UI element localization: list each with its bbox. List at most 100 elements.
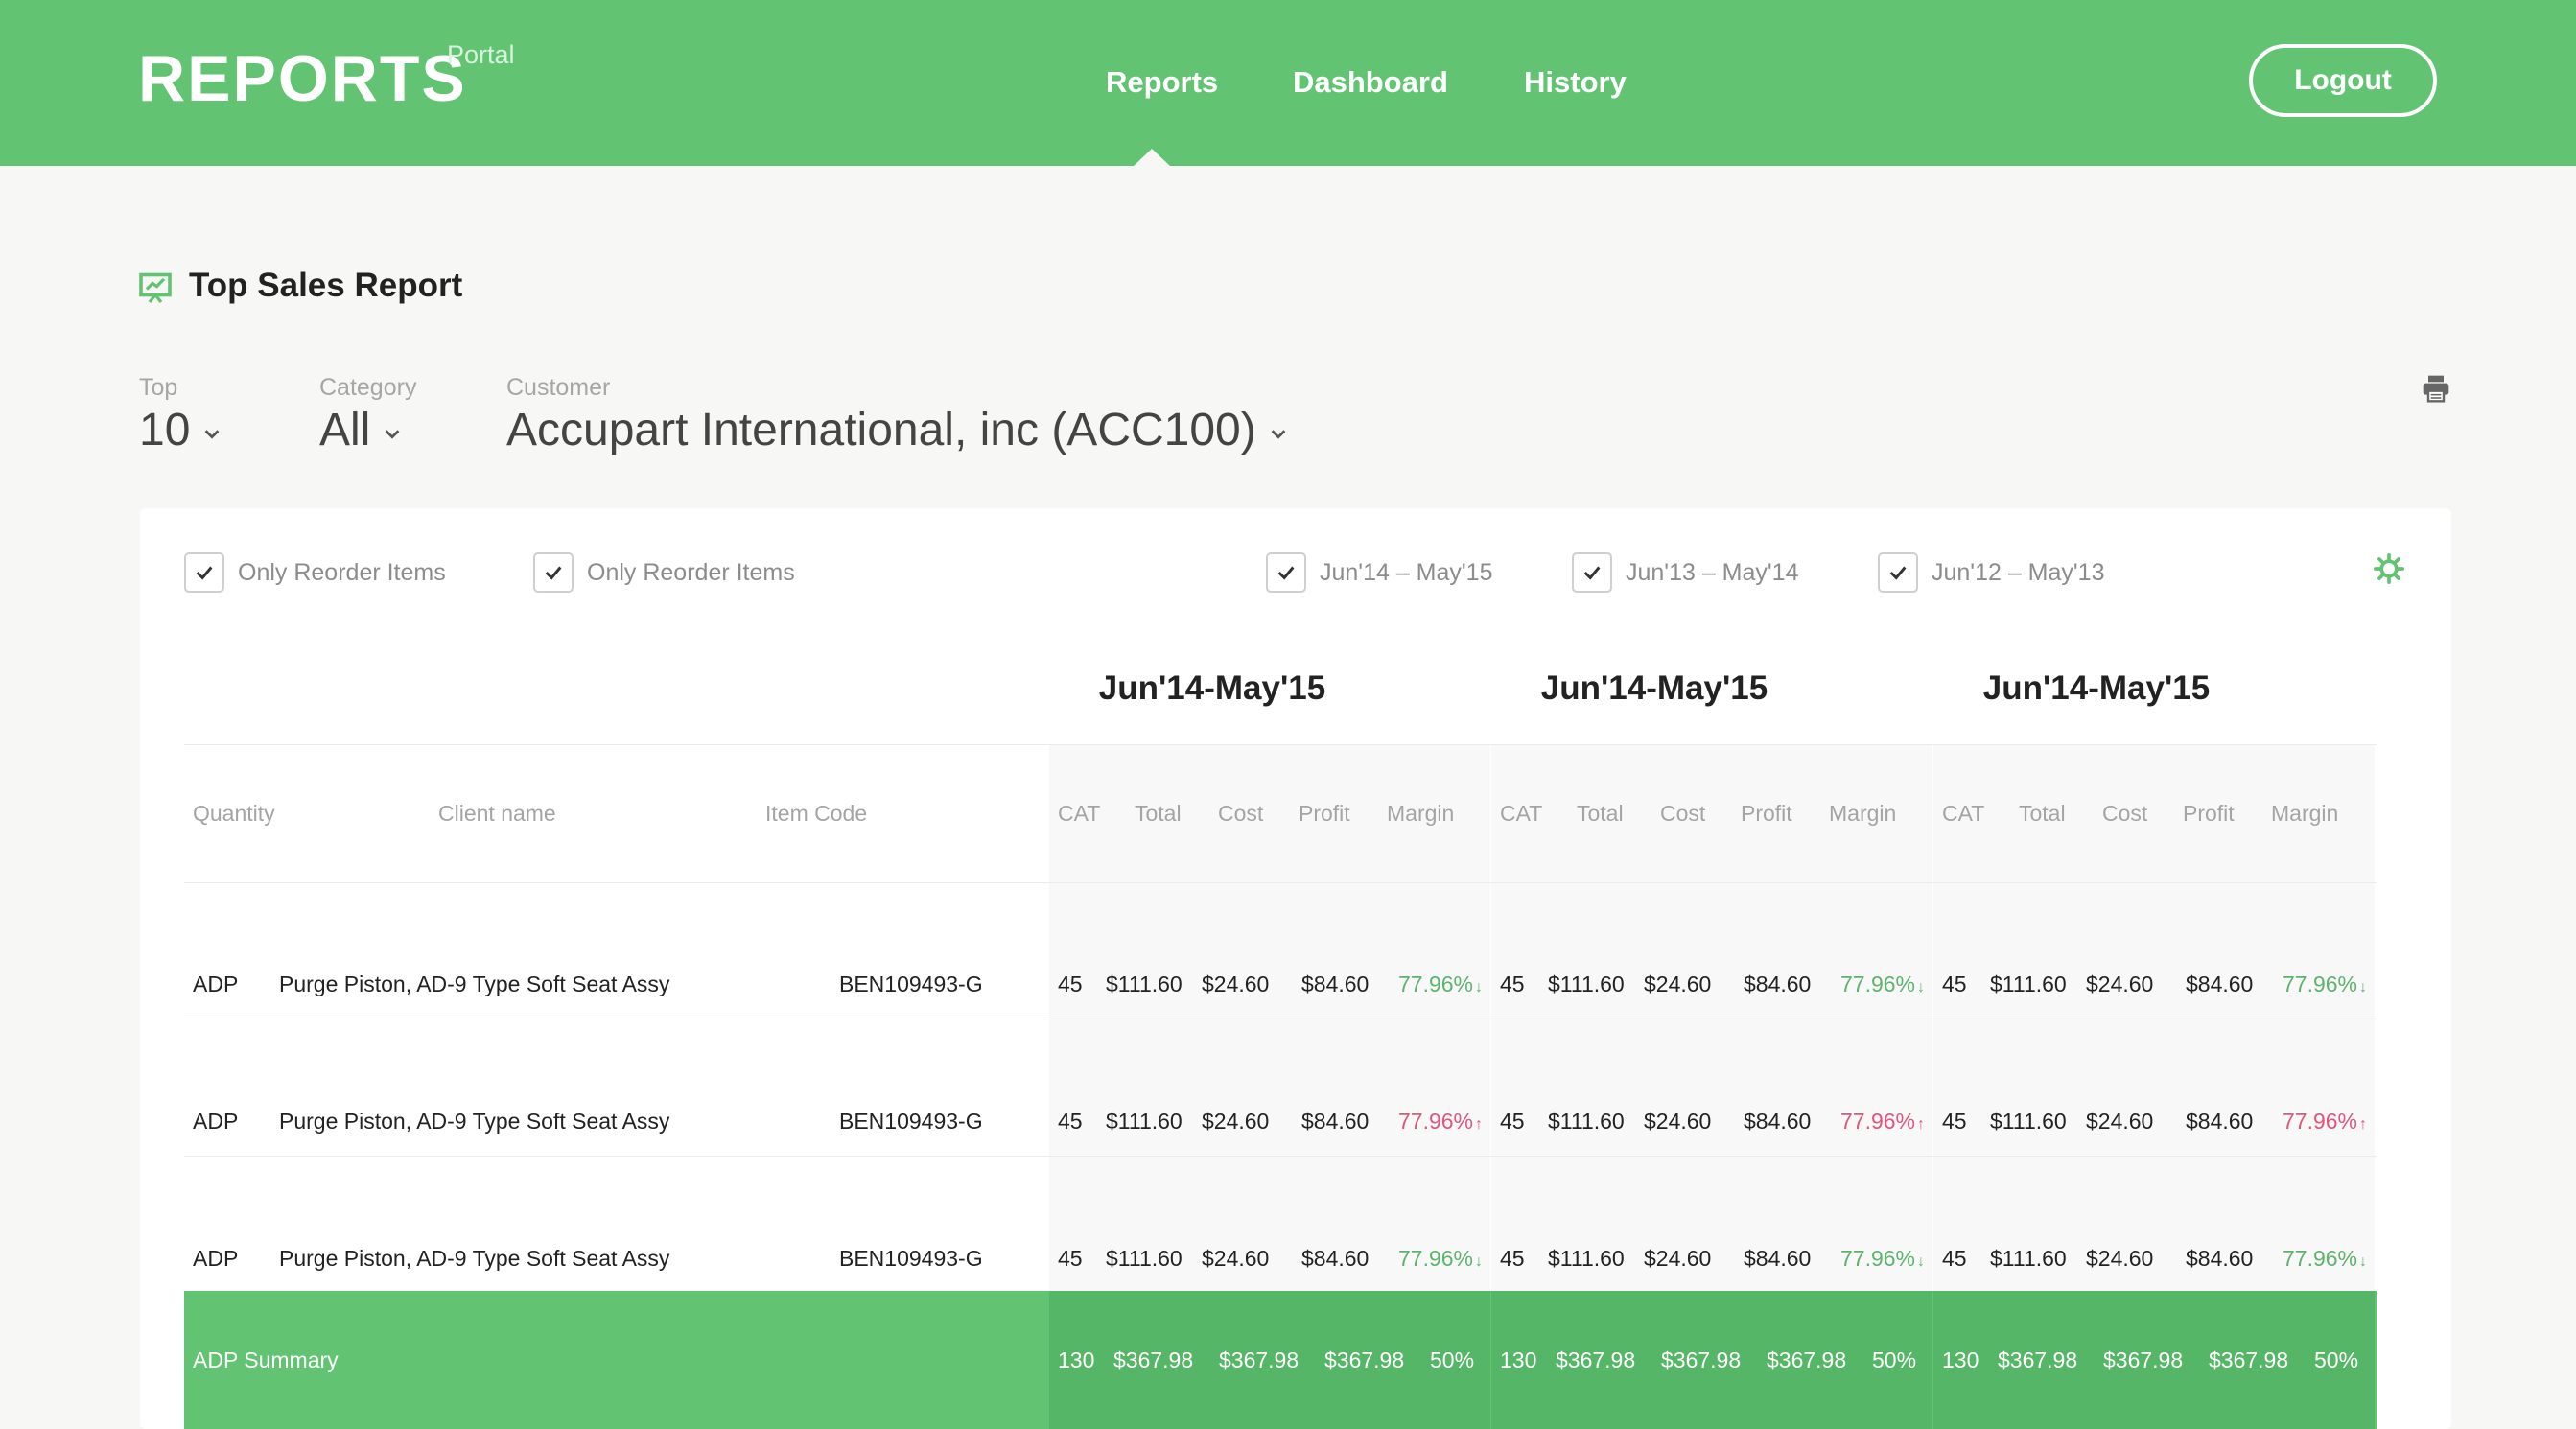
summary-margin: 50% bbox=[2314, 1347, 2359, 1372]
gear-icon[interactable] bbox=[2373, 552, 2405, 585]
cell-quantity: ADP bbox=[193, 1246, 239, 1271]
cell-client-name: Purge Piston, AD-9 Type Soft Seat Assy bbox=[279, 1109, 670, 1134]
print-icon[interactable] bbox=[2420, 373, 2452, 404]
cell-profit: $84.60 bbox=[1744, 972, 1812, 996]
cell-cost: $24.60 bbox=[1202, 972, 1270, 996]
cell-total: $111.60 bbox=[1106, 1109, 1183, 1134]
col-header-profit[interactable]: Profit bbox=[1741, 801, 1792, 826]
arrow-down-icon: ↓ bbox=[1475, 979, 1484, 996]
checkbox-box[interactable] bbox=[1266, 552, 1306, 593]
cell-profit: $84.60 bbox=[2186, 1109, 2254, 1134]
col-header-cost[interactable]: Cost bbox=[1660, 801, 1706, 826]
cell-profit: $84.60 bbox=[1301, 1246, 1370, 1271]
cell-total: $111.60 bbox=[1990, 972, 2067, 996]
cell-total: $111.60 bbox=[1548, 1109, 1625, 1134]
group-title: Jun'14-May'15 bbox=[1540, 669, 1768, 707]
cell-profit: $84.60 bbox=[2186, 1246, 2254, 1271]
col-header-margin[interactable]: Margin bbox=[2271, 801, 2339, 826]
category-filter[interactable]: Category All bbox=[319, 374, 416, 457]
nav-reports[interactable]: Reports bbox=[1106, 65, 1219, 99]
cell-cost: $24.60 bbox=[1644, 1246, 1712, 1271]
col-header-client[interactable]: Client name bbox=[438, 801, 556, 826]
brand-title: REPORTS bbox=[138, 42, 467, 115]
cell-cat: 45 bbox=[1500, 1109, 1525, 1134]
summary-total: $367.98 bbox=[1998, 1347, 2078, 1372]
cell-quantity: ADP bbox=[193, 972, 239, 996]
nav-dashboard[interactable]: Dashboard bbox=[1293, 65, 1448, 99]
col-header-cat[interactable]: CAT bbox=[1942, 801, 1985, 826]
group-title: Jun'14-May'15 bbox=[1098, 669, 1326, 707]
col-header-profit[interactable]: Profit bbox=[2183, 801, 2235, 826]
col-header-total[interactable]: Total bbox=[1135, 801, 1182, 826]
summary-label: ADP Summary bbox=[193, 1347, 339, 1372]
cell-profit: $84.60 bbox=[1744, 1246, 1812, 1271]
chevron-down-icon bbox=[1271, 429, 1286, 439]
period-checkbox-2[interactable]: Jun'13 – May'14 bbox=[1572, 552, 1799, 593]
col-header-item-code[interactable]: Item Code bbox=[765, 801, 868, 826]
checkbox-box[interactable] bbox=[1878, 552, 1918, 593]
period-checkbox-1[interactable]: Jun'14 – May'15 bbox=[1266, 552, 1493, 593]
cell-total: $111.60 bbox=[1990, 1109, 2067, 1134]
report-card: Only Reorder Items Only Reorder Items Ju… bbox=[140, 508, 2451, 1429]
cell-total: $111.60 bbox=[1106, 1246, 1183, 1271]
logout-button[interactable]: Logout bbox=[2249, 44, 2437, 117]
cell-total: $111.60 bbox=[1990, 1246, 2067, 1271]
cell-cat: 45 bbox=[1500, 1246, 1525, 1271]
col-header-cat[interactable]: CAT bbox=[1058, 801, 1101, 826]
reorder-checkbox-2[interactable]: Only Reorder Items bbox=[533, 552, 795, 593]
row-divider bbox=[184, 882, 2377, 883]
summary-cat: 130 bbox=[1942, 1347, 1979, 1372]
cell-cat: 45 bbox=[1500, 972, 1525, 996]
checkbox-box[interactable] bbox=[1572, 552, 1612, 593]
col-header-profit[interactable]: Profit bbox=[1299, 801, 1350, 826]
summary-cost: $367.98 bbox=[2103, 1347, 2184, 1372]
arrow-up-icon: ↑ bbox=[1917, 1116, 1926, 1133]
cell-item-code: BEN109493-G bbox=[839, 1246, 983, 1271]
checkbox-label: Jun'13 – May'14 bbox=[1626, 558, 1799, 586]
customer-filter-label: Customer bbox=[506, 374, 611, 401]
arrow-up-icon: ↑ bbox=[1475, 1116, 1484, 1133]
customer-filter[interactable]: Customer Accupart International, inc (AC… bbox=[506, 374, 1289, 457]
cell-margin: 77.96% ↓ bbox=[2283, 972, 2368, 996]
cell-cost: $24.60 bbox=[1644, 972, 1712, 996]
checkmark-icon bbox=[1889, 566, 1907, 580]
col-header-cost[interactable]: Cost bbox=[1218, 801, 1264, 826]
col-header-cost[interactable]: Cost bbox=[2102, 801, 2148, 826]
category-filter-value[interactable]: All bbox=[319, 404, 416, 457]
reorder-checkbox-1[interactable]: Only Reorder Items bbox=[184, 552, 446, 593]
nav-history[interactable]: History bbox=[1524, 65, 1627, 99]
cell-cost: $24.60 bbox=[1644, 1109, 1712, 1134]
cell-cat: 45 bbox=[1942, 972, 1967, 996]
customer-filter-value[interactable]: Accupart International, inc (ACC100) bbox=[506, 404, 1289, 457]
cell-profit: $84.60 bbox=[1744, 1109, 1812, 1134]
checkbox-box[interactable] bbox=[533, 552, 574, 593]
cell-quantity: ADP bbox=[193, 1109, 239, 1134]
col-header-cat[interactable]: CAT bbox=[1500, 801, 1543, 826]
period-checkbox-3[interactable]: Jun'12 – May'13 bbox=[1878, 552, 2105, 593]
arrow-down-icon: ↓ bbox=[2359, 1253, 2368, 1270]
cell-total: $111.60 bbox=[1106, 972, 1183, 996]
presentation-chart-icon bbox=[139, 272, 172, 304]
top-filter[interactable]: Top 10 bbox=[139, 374, 222, 457]
summary-cost: $367.98 bbox=[1661, 1347, 1742, 1372]
col-header-margin[interactable]: Margin bbox=[1829, 801, 1897, 826]
col-header-total[interactable]: Total bbox=[1577, 801, 1624, 826]
cell-cat: 45 bbox=[1058, 1246, 1083, 1271]
col-header-quantity[interactable]: Quantity bbox=[193, 801, 275, 826]
brand-logo[interactable]: REPORTS Portal bbox=[138, 40, 515, 117]
col-header-margin[interactable]: Margin bbox=[1387, 801, 1455, 826]
top-filter-value[interactable]: 10 bbox=[139, 404, 222, 457]
cell-margin: 77.96% ↓ bbox=[2283, 1246, 2368, 1271]
cell-cat: 45 bbox=[1942, 1246, 1967, 1271]
chevron-down-icon bbox=[385, 429, 400, 439]
checkbox-label: Jun'12 – May'13 bbox=[1932, 558, 2105, 586]
cell-total: $111.60 bbox=[1548, 972, 1625, 996]
cell-item-code: BEN109493-G bbox=[839, 1109, 983, 1134]
cell-margin: 77.96% ↓ bbox=[1398, 1246, 1484, 1271]
arrow-down-icon: ↓ bbox=[2359, 979, 2368, 996]
cell-cat: 45 bbox=[1942, 1109, 1967, 1134]
cell-client-name: Purge Piston, AD-9 Type Soft Seat Assy bbox=[279, 1246, 670, 1271]
checkmark-icon bbox=[1277, 566, 1295, 580]
col-header-total[interactable]: Total bbox=[2019, 801, 2066, 826]
checkbox-box[interactable] bbox=[184, 552, 224, 593]
